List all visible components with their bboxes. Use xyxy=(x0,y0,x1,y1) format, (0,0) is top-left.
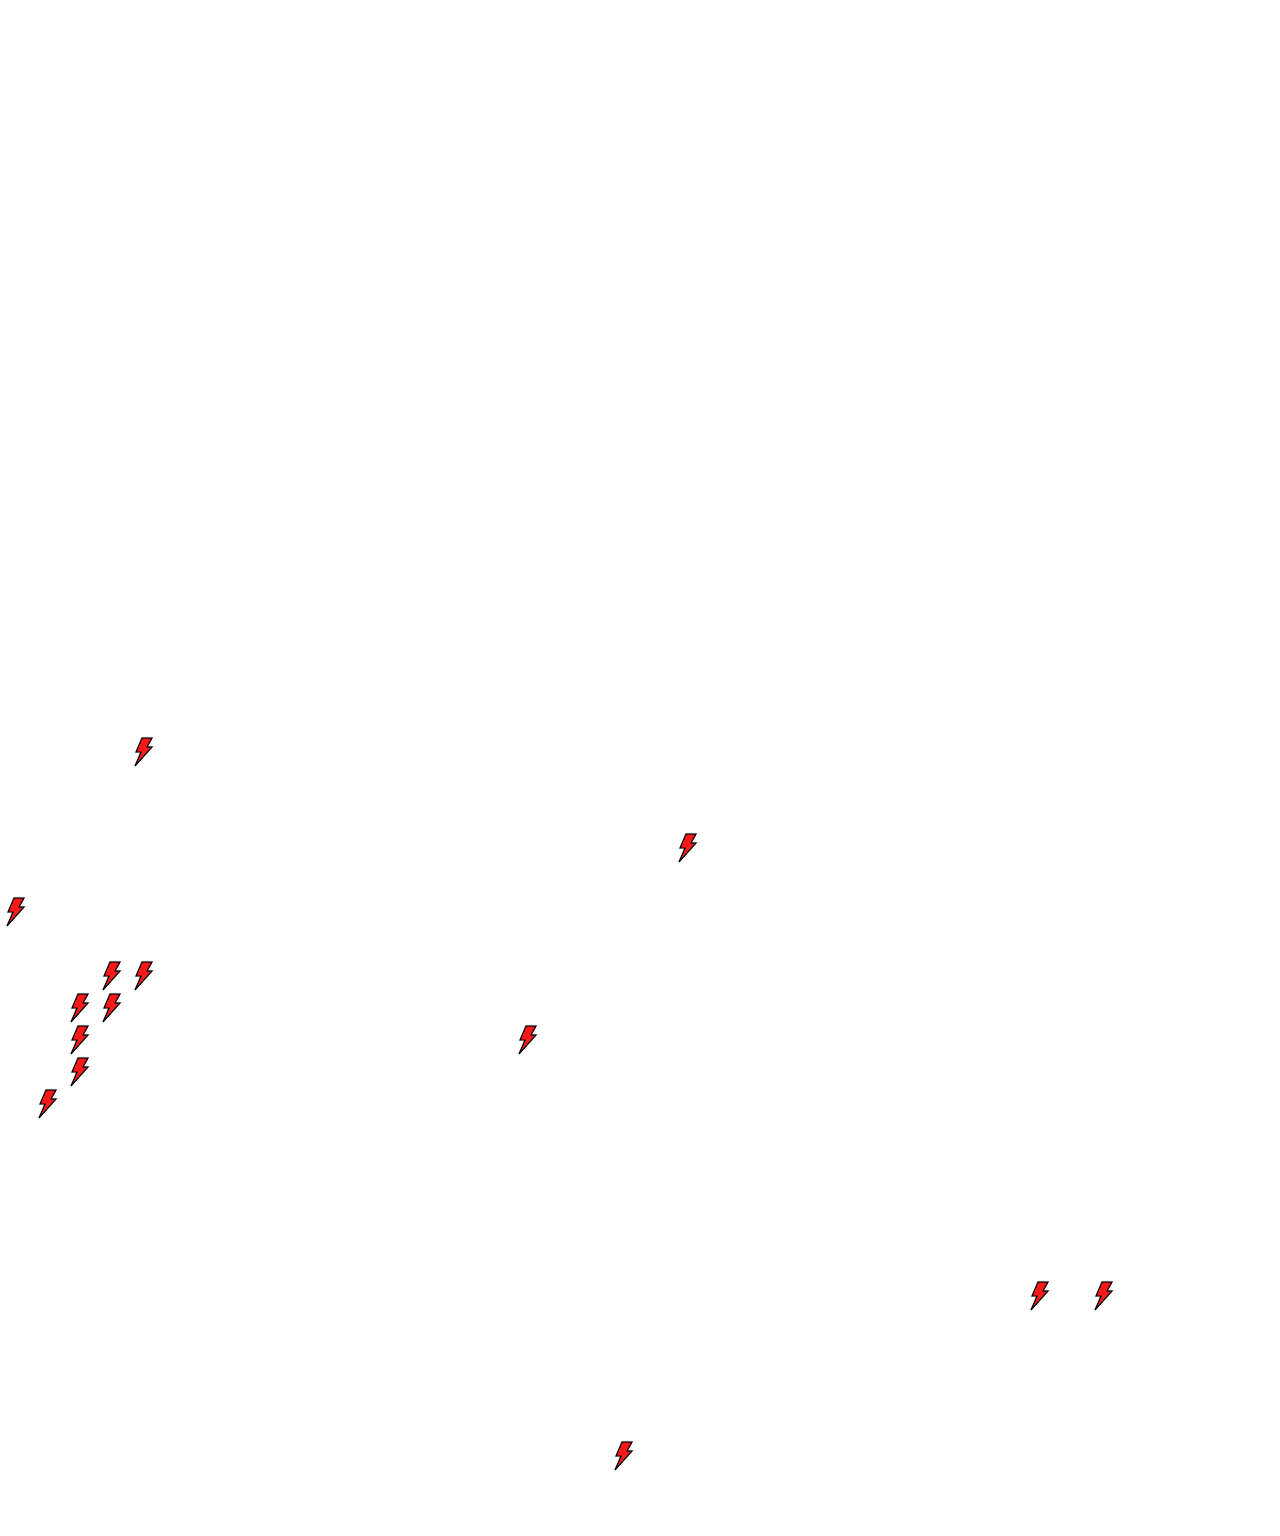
lightning-bolt-icon xyxy=(134,961,154,991)
lightning-marker[interactable] xyxy=(1093,1281,1115,1311)
lightning-bolt-icon xyxy=(70,1025,90,1055)
lightning-bolt-icon xyxy=(1094,1281,1114,1311)
lightning-marker[interactable] xyxy=(69,1057,91,1087)
lightning-bolt-icon xyxy=(134,737,154,767)
lightning-bolt-icon xyxy=(6,897,26,927)
lightning-marker[interactable] xyxy=(37,1089,59,1119)
lightning-marker[interactable] xyxy=(133,961,155,991)
lightning-marker[interactable] xyxy=(1029,1281,1051,1311)
lightning-bolt-icon xyxy=(70,993,90,1023)
lightning-bolt-icon xyxy=(70,1057,90,1087)
lightning-bolt-icon xyxy=(1030,1281,1050,1311)
lightning-marker[interactable] xyxy=(5,897,27,927)
lightning-marker[interactable] xyxy=(133,737,155,767)
lightning-marker[interactable] xyxy=(101,961,123,991)
lightning-bolt-icon xyxy=(518,1025,538,1055)
lightning-marker[interactable] xyxy=(69,1025,91,1055)
lightning-marker[interactable] xyxy=(101,993,123,1023)
lightning-marker[interactable] xyxy=(69,993,91,1023)
lightning-bolt-icon xyxy=(614,1441,634,1471)
lightning-marker[interactable] xyxy=(613,1441,635,1471)
lightning-bolt-icon xyxy=(678,833,698,863)
lightning-bolt-icon xyxy=(38,1089,58,1119)
lightning-bolt-icon xyxy=(102,961,122,991)
lightning-bolt-icon xyxy=(102,993,122,1023)
lightning-marker[interactable] xyxy=(517,1025,539,1055)
lightning-marker[interactable] xyxy=(677,833,699,863)
